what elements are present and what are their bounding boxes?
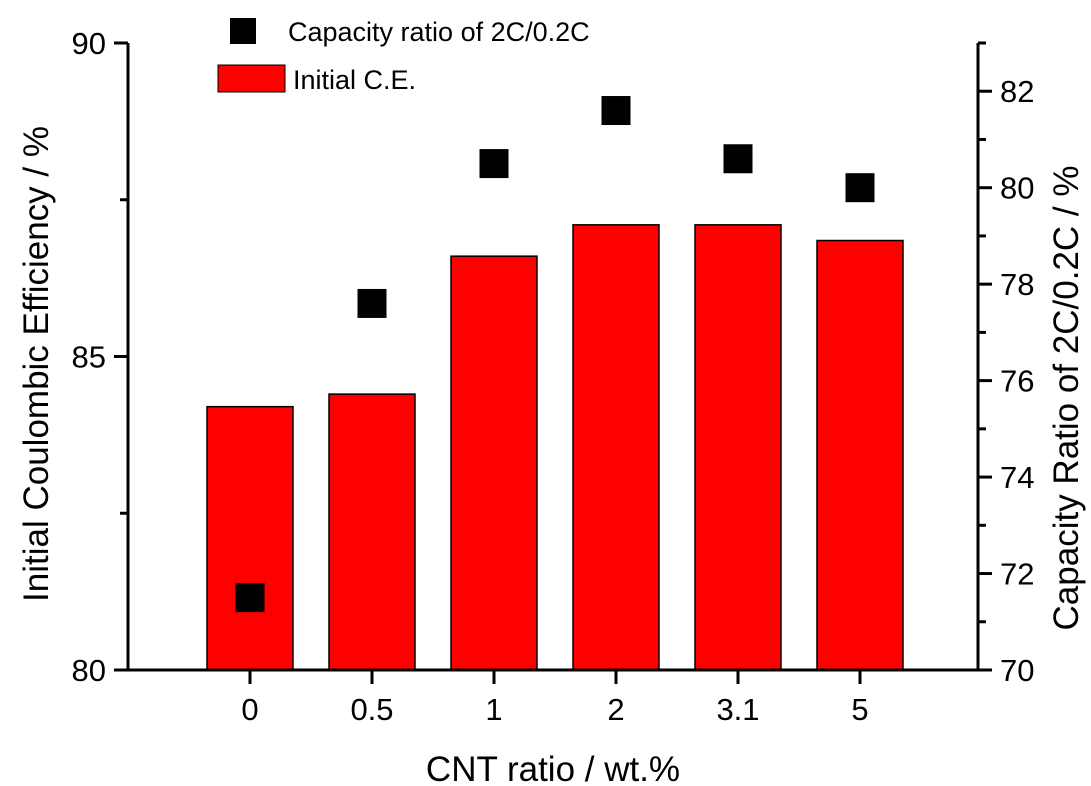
axis-ticks: 0 0.5 1 2 3.1 5 80 85 90 70 72 74 76 78 80 82: [72, 26, 1035, 727]
bar-0: [206, 405, 294, 671]
legend-marker-capacity-ratio: [230, 18, 256, 44]
x-tick-label-2: 2: [607, 692, 624, 727]
right-y-tick-label-80: 80: [1000, 171, 1034, 206]
right-y-tick-label-74: 74: [1000, 460, 1034, 495]
bar-1: [450, 255, 538, 671]
bar-5: [816, 239, 904, 671]
right-y-tick-label-70: 70: [1000, 653, 1034, 688]
left-y-tick-label-85: 85: [72, 340, 106, 375]
left-y-axis-title: Initial Coulombic Efficiency / %: [17, 126, 56, 602]
right-y-tick-label-72: 72: [1000, 557, 1034, 592]
right-y-tick-label-76: 76: [1000, 364, 1034, 399]
legend-label-initial-ce: Initial C.E.: [293, 65, 416, 95]
bar-2: [572, 224, 660, 671]
legend: Capacity ratio of 2C/0.2C Initial C.E.: [217, 17, 590, 95]
x-tick-label-0: 0: [241, 692, 258, 727]
legend-swatch-initial-ce: [217, 64, 286, 93]
marker-2: [601, 96, 631, 126]
marker-1: [479, 149, 509, 179]
right-y-tick-label-82: 82: [1000, 74, 1034, 109]
x-axis-title: CNT ratio / wt.%: [426, 750, 680, 786]
marker-5: [845, 173, 875, 203]
right-y-axis-title: Capacity Ratio of 2C/0.2C / %: [1047, 166, 1086, 631]
x-tick-label-0.5: 0.5: [350, 692, 393, 727]
bar-0.5: [328, 393, 416, 671]
marker-0: [235, 583, 265, 613]
legend-label-capacity-ratio: Capacity ratio of 2C/0.2C: [288, 17, 590, 47]
bar-3.1: [694, 224, 782, 671]
x-tick-label-1: 1: [485, 692, 502, 727]
left-y-tick-label-80: 80: [72, 653, 106, 688]
left-y-tick-label-90: 90: [72, 26, 106, 61]
right-y-tick-label-78: 78: [1000, 267, 1034, 302]
scatter-series-capacity-ratio: [235, 96, 875, 613]
x-tick-label-3.1: 3.1: [716, 692, 759, 727]
x-tick-label-5: 5: [851, 692, 868, 727]
marker-3.1: [723, 144, 753, 174]
bar-series-initial-ce: [206, 224, 904, 671]
marker-0.5: [357, 288, 387, 318]
